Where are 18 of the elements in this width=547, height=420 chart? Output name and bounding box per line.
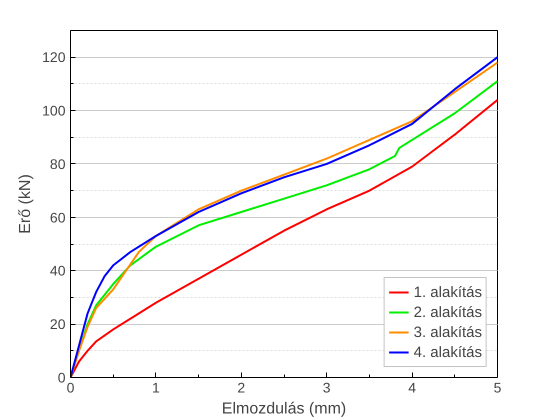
x-tick-label: 4	[408, 380, 416, 396]
y-tick-label: 20	[50, 316, 66, 332]
legend-label: 2. alakítás	[414, 304, 482, 320]
y-tick-label: 80	[50, 156, 66, 172]
y-tick-label: 100	[42, 102, 66, 119]
legend-label: 1. alakítás	[414, 284, 482, 300]
y-axis-title: Erő (kN)	[17, 174, 34, 234]
x-tick-label: 5	[494, 380, 502, 396]
y-tick-label: 60	[50, 209, 66, 226]
x-tick-label: 3	[322, 380, 331, 396]
y-tick-label: 120	[42, 49, 66, 66]
y-tick-label: 0	[58, 370, 66, 386]
x-tick-label: 2	[237, 380, 246, 396]
legend-label: 3. alakítás	[414, 324, 482, 340]
y-tick-label: 40	[50, 262, 66, 279]
x-axis-title: Elmozdulás (mm)	[222, 400, 346, 418]
legend-label: 4. alakítás	[414, 344, 482, 360]
x-tick-label: 1	[152, 380, 160, 396]
